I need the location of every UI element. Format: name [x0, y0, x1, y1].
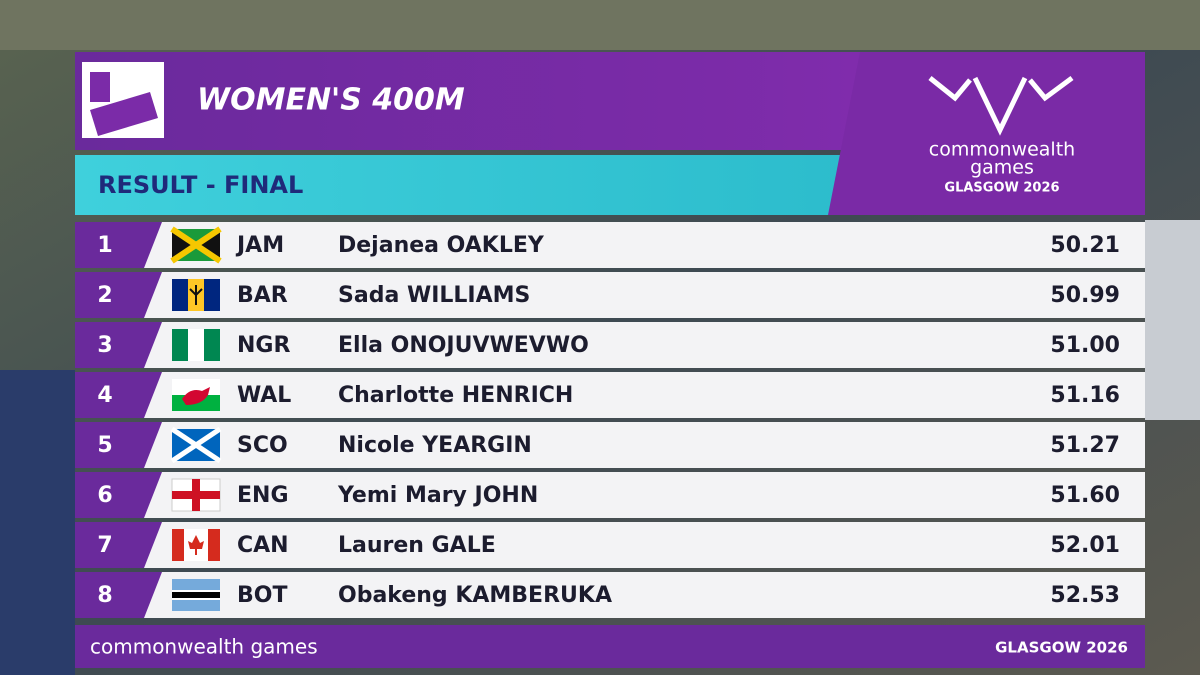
result-time: 52.53 [1050, 583, 1120, 608]
athlete-name: Charlotte HENRICH [338, 383, 573, 408]
athlete-name: Yemi Mary JOHN [337, 483, 538, 508]
result-time: 50.99 [1050, 283, 1120, 308]
rank-box [75, 572, 162, 618]
subtitle: RESULT - FINAL [98, 171, 303, 199]
flag [172, 279, 220, 311]
brand-glyph [928, 75, 1074, 136]
rank: 7 [97, 533, 112, 558]
flag-part [182, 387, 210, 405]
brand-line: commonwealth [929, 139, 1075, 161]
country-code: SCO [237, 433, 288, 458]
flag-part [172, 529, 184, 561]
flag [170, 226, 222, 264]
row-band [140, 372, 1145, 418]
result-time: 52.01 [1050, 533, 1120, 558]
athlete-name: Obakeng KAMBERUKA [338, 583, 612, 608]
flag-part [189, 285, 203, 305]
rank: 6 [97, 483, 112, 508]
row-band [140, 322, 1145, 368]
result-row: 1 JAM Dejanea OAKLEY 50.21 [75, 222, 1145, 268]
athlete-name: Sada WILLIAMS [338, 283, 530, 308]
result-time: 51.00 [1050, 333, 1120, 358]
logo-track [90, 92, 158, 136]
brand-city: GLASGOW 2026 [944, 181, 1059, 196]
flag-part [172, 592, 220, 598]
row-band [140, 222, 1145, 268]
rank: 5 [97, 433, 112, 458]
athlete-name: Ella ONOJUVWEVWO [338, 333, 589, 358]
flag-part [188, 535, 204, 555]
event-title: WOMEN'S 400M [197, 83, 465, 118]
athlete-name: Dejanea OAKLEY [338, 233, 545, 258]
brand-mark [928, 75, 1074, 136]
row-band [140, 272, 1145, 318]
footer-brand: commonwealth games [90, 635, 318, 659]
result-row: 4 WAL Charlotte HENRICH 51.16 [75, 372, 1145, 418]
logo-block [90, 72, 110, 102]
athlete-name: Lauren GALE [338, 533, 496, 558]
result-time: 51.60 [1050, 483, 1120, 508]
rank: 1 [97, 233, 112, 258]
event-logo [82, 62, 164, 138]
result-time: 51.16 [1050, 383, 1120, 408]
rank-box [75, 322, 162, 368]
row-band [140, 572, 1145, 618]
rank-box [75, 372, 162, 418]
flag [172, 329, 220, 361]
rank-box [75, 472, 162, 518]
rank-box [75, 272, 162, 318]
rank-box [75, 522, 162, 568]
result-row: 6 ENG Yemi Mary JOHN 51.60 [75, 472, 1145, 518]
background-stand [0, 370, 75, 675]
rank-box [75, 422, 162, 468]
country-code: NGR [237, 333, 290, 358]
row-band [140, 522, 1145, 568]
flag [172, 529, 220, 561]
flag-part [172, 491, 220, 499]
flag-part [188, 329, 204, 361]
row-band [140, 422, 1145, 468]
rank: 2 [97, 283, 112, 308]
rank: 4 [97, 383, 112, 408]
row-band [140, 472, 1145, 518]
background-city [0, 0, 1200, 50]
subtitle-band [75, 155, 858, 215]
flag-part [170, 426, 222, 464]
flag [172, 579, 220, 611]
background-roof [1145, 220, 1200, 420]
country-code: WAL [237, 383, 291, 408]
flag [170, 426, 222, 464]
result-time: 51.27 [1050, 433, 1120, 458]
brand-line: games [970, 157, 1034, 179]
flag-part [208, 529, 220, 561]
result-row: 5 SCO Nicole YEARGIN 51.27 [75, 422, 1145, 468]
result-row: 8 BOT Obakeng KAMBERUKA 52.53 [75, 572, 1145, 618]
result-row: 2 BAR Sada WILLIAMS 50.99 [75, 272, 1145, 318]
country-code: ENG [237, 483, 289, 508]
footer-band [75, 625, 1145, 668]
rank: 8 [97, 583, 112, 608]
brand-panel [828, 52, 1145, 215]
result-row: 3 NGR Ella ONOJUVWEVWO 51.00 [75, 322, 1145, 368]
flag-part [170, 226, 222, 264]
country-code: CAN [237, 533, 289, 558]
rank: 3 [97, 333, 112, 358]
result-row: 7 CAN Lauren GALE 52.01 [75, 522, 1145, 568]
country-code: BOT [237, 583, 287, 608]
flag [172, 379, 220, 411]
flag [171, 478, 221, 512]
result-rows: 1 JAM Dejanea OAKLEY 50.21 2 BAR Sada WILLIAMS… [75, 222, 1145, 618]
country-code: JAM [235, 233, 284, 258]
country-code: BAR [237, 283, 288, 308]
result-time: 50.21 [1050, 233, 1120, 258]
athlete-name: Nicole YEARGIN [338, 433, 532, 458]
rank-box [75, 222, 162, 268]
footer-city: GLASGOW 2026 [995, 639, 1128, 657]
